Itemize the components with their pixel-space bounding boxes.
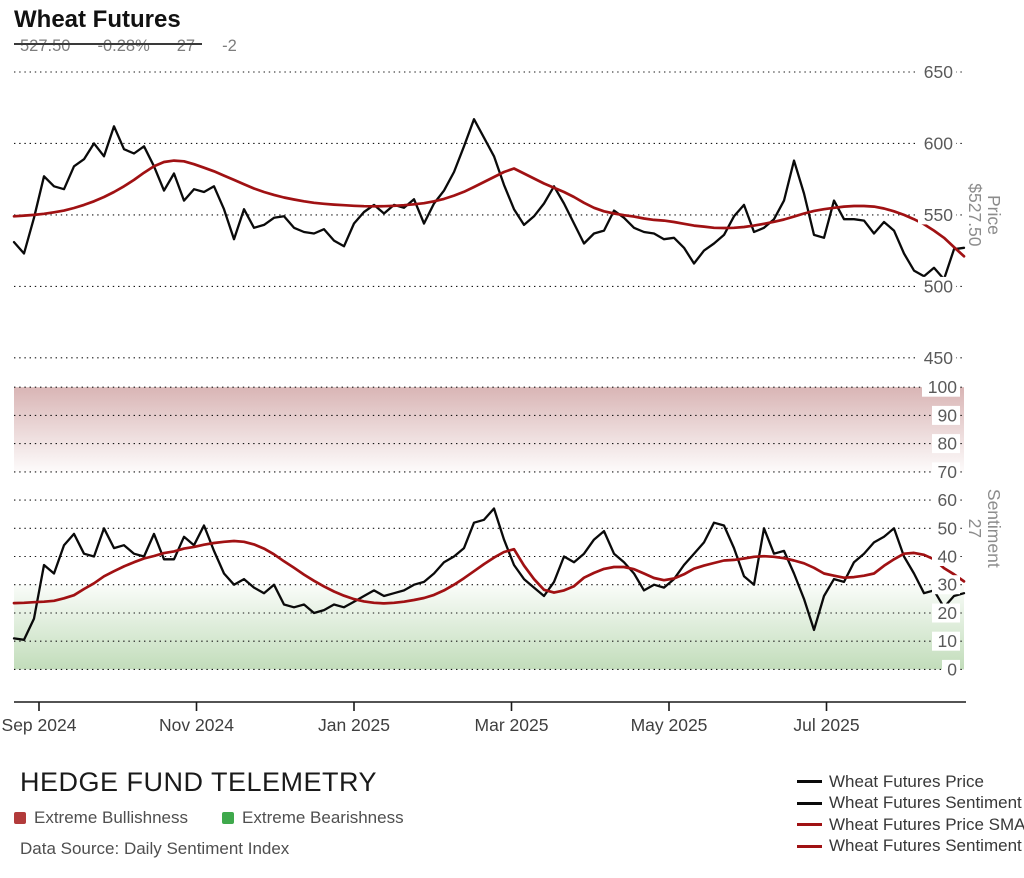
x-tick-label: Sep 2024 xyxy=(2,715,77,735)
zone-legend-label: Extreme Bearishness xyxy=(242,808,404,827)
quote-summary: 527.50 -0.28% 27 -2 xyxy=(20,37,264,56)
zone-band-0 xyxy=(14,387,964,472)
title-underline xyxy=(14,43,202,45)
tick-label-bg xyxy=(932,462,960,482)
y-tick-label: 50 xyxy=(938,518,958,538)
zone-legend-item-bearish: Extreme Bearishness xyxy=(222,808,404,828)
series-wheat-futures-price xyxy=(12,118,966,281)
legend-item-3: Wheat Futures Sentiment SMA xyxy=(797,836,1024,858)
zone-band-1 xyxy=(14,584,964,670)
legend-line-swatch-icon xyxy=(797,823,822,827)
series-wheat-futures-sentiment-sma xyxy=(12,539,966,605)
tick-label-bg xyxy=(932,547,960,566)
tick-label-bg xyxy=(918,62,956,82)
quote-price-change: -0.28% xyxy=(97,37,150,55)
tick-label-bg xyxy=(932,603,960,623)
tick-label-bg xyxy=(918,205,956,225)
legend-item-1: Wheat Futures Sentiment xyxy=(797,793,1024,815)
legend-item-0: Wheat Futures Price xyxy=(797,771,1024,793)
x-tick-label: May 2025 xyxy=(631,715,708,735)
y-tick-label: 70 xyxy=(938,462,958,482)
tick-label-bg xyxy=(932,575,960,595)
tick-label-bg xyxy=(932,490,960,510)
tick-label-bg xyxy=(932,518,960,538)
y-tick-label: 0 xyxy=(947,659,957,679)
legend-item-label: Wheat Futures Sentiment SMA xyxy=(829,836,1024,856)
y-tick-label: 30 xyxy=(938,575,958,595)
tick-label-bg xyxy=(918,348,956,368)
legend-item-label: Wheat Futures Price xyxy=(829,771,984,791)
tick-label-bg xyxy=(932,405,960,425)
y-tick-label: 600 xyxy=(924,133,953,153)
quote-price: 527.50 xyxy=(20,37,71,55)
y-tick-label: 650 xyxy=(924,62,953,82)
legend-item-label: Wheat Futures Price SMA xyxy=(829,814,1024,834)
y-tick-label: 450 xyxy=(924,348,953,368)
axis-title-price: Price$527.50 xyxy=(965,183,1004,247)
tick-label-bg xyxy=(942,659,960,679)
tick-label-bg xyxy=(918,276,956,296)
x-tick-label: Jul 2025 xyxy=(793,715,859,735)
zone-legend-label: Extreme Bullishness xyxy=(34,808,189,827)
zone-legend: Extreme Bullishness Extreme Bearishness xyxy=(14,808,438,828)
x-tick-label: Jan 2025 xyxy=(318,715,390,735)
legend-line-swatch-icon xyxy=(797,844,822,848)
tick-label-bg xyxy=(918,133,956,153)
legend-line-swatch-icon xyxy=(797,780,822,784)
y-tick-label: 10 xyxy=(938,631,958,651)
legend-item-label: Wheat Futures Sentiment xyxy=(829,793,1022,813)
y-tick-label: 90 xyxy=(938,405,958,425)
y-tick-label: 80 xyxy=(938,434,958,454)
y-tick-label: 20 xyxy=(938,603,958,623)
bullish-zone-swatch-icon xyxy=(14,812,26,824)
legend-line-swatch-icon xyxy=(797,801,822,805)
series-legend: Wheat Futures Price Wheat Futures Sentime… xyxy=(797,771,1024,857)
tick-label-bg xyxy=(932,631,960,651)
x-tick-label: Nov 2024 xyxy=(159,715,234,735)
series-wheat-futures-sentiment xyxy=(12,507,966,641)
y-tick-label: 550 xyxy=(924,205,953,225)
axis-title-sentiment: Sentiment27 xyxy=(965,489,1004,568)
data-source-note: Data Source: Daily Sentiment Index xyxy=(20,839,290,858)
page-title: Wheat Futures xyxy=(14,6,181,33)
y-tick-label: 100 xyxy=(928,377,957,397)
y-tick-label: 500 xyxy=(924,276,953,296)
brand-text: HEDGE FUND TELEMETRY xyxy=(20,767,378,797)
legend-item-2: Wheat Futures Price SMA xyxy=(797,814,1024,836)
bearish-zone-swatch-icon xyxy=(222,812,235,824)
zone-legend-item-bullish: Extreme Bullishness xyxy=(14,808,188,828)
series-wheat-futures-price-sma xyxy=(12,159,966,258)
y-tick-label: 60 xyxy=(938,490,958,510)
x-tick-label: Mar 2025 xyxy=(475,715,549,735)
quote-sentiment-change: -2 xyxy=(222,37,237,55)
tick-label-bg xyxy=(922,377,960,397)
quote-sentiment: 27 xyxy=(176,37,196,55)
y-tick-label: 40 xyxy=(938,547,958,567)
tick-label-bg xyxy=(932,434,960,454)
